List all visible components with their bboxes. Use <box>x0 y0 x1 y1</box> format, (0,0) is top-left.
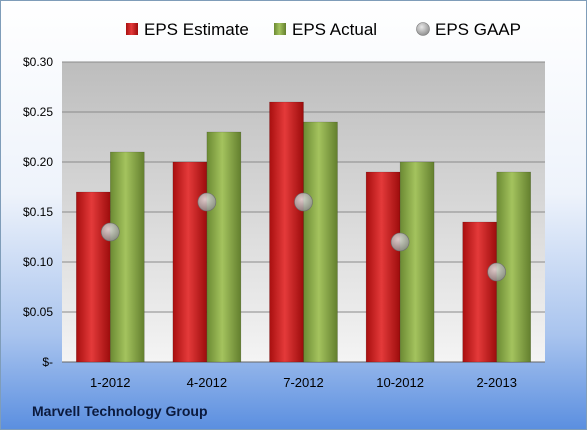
legend-swatch-actual <box>274 23 286 35</box>
x-tick-label: 2-2013 <box>476 375 516 390</box>
eps-estimate-bar <box>365 171 401 363</box>
eps-gaap-point <box>390 232 410 252</box>
eps-estimate-bar <box>76 191 111 363</box>
y-tick-label: $0.05 <box>23 305 53 319</box>
eps-gaap-point <box>197 192 217 212</box>
legend-label: EPS Estimate <box>144 20 249 39</box>
legend-label: EPS Actual <box>292 20 377 39</box>
x-axis-ticks: 1-2012 4-2012 7-2012 10-2012 2-2013 <box>90 375 517 390</box>
eps-estimate-bar <box>269 101 304 363</box>
x-tick-label: 1-2012 <box>90 375 130 390</box>
eps-actual-bar <box>303 121 338 363</box>
legend-swatch-estimate <box>126 23 138 35</box>
company-name: Marvell Technology Group <box>32 403 208 419</box>
legend-swatch-gaap <box>416 22 430 36</box>
eps-actual-bar <box>206 131 242 363</box>
eps-estimate-bar <box>172 161 208 363</box>
x-tick-label: 4-2012 <box>187 375 227 390</box>
eps-estimate-bar <box>462 221 497 363</box>
eps-actual-bar <box>399 161 435 363</box>
eps-actual-bar <box>110 151 145 363</box>
y-tick-label: $0.20 <box>23 155 53 169</box>
y-tick-label: $0.10 <box>23 255 53 269</box>
y-axis-ticks: $- $0.05 $0.10 $0.15 $0.20 $0.25 $0.30 <box>23 55 53 369</box>
y-tick-label: $0.15 <box>23 205 53 219</box>
y-tick-label: $- <box>42 355 53 369</box>
x-tick-label: 10-2012 <box>376 375 424 390</box>
gaap-points <box>101 192 507 282</box>
eps-gaap-point <box>487 262 507 282</box>
eps-gaap-point <box>101 222 120 242</box>
eps-gaap-point <box>294 192 313 212</box>
legend-label: EPS GAAP <box>435 20 521 39</box>
x-tick-label: 7-2012 <box>283 375 323 390</box>
legend: EPS Estimate EPS Actual EPS GAAP <box>126 20 521 39</box>
y-tick-label: $0.30 <box>23 55 53 69</box>
y-tick-label: $0.25 <box>23 105 53 119</box>
